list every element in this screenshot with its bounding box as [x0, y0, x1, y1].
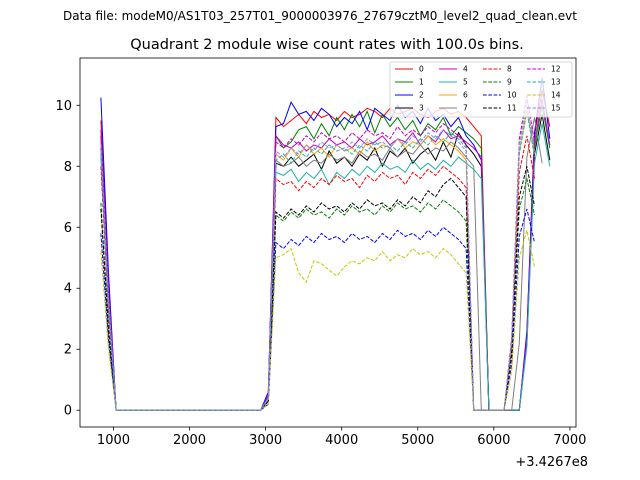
- x-offset-label: +3.4267e8: [515, 455, 588, 470]
- y-tick-label: 8: [64, 160, 72, 175]
- x-tick-label: 6000: [477, 433, 510, 448]
- legend-label-1: 1: [419, 78, 424, 87]
- figure-suptitle: Data file: modeM0/AS1T03_257T01_90000039…: [63, 9, 577, 23]
- series-line-8: [100, 135, 535, 411]
- x-tick-label: 3000: [249, 433, 282, 448]
- legend-label-4: 4: [463, 65, 468, 74]
- series-line-4: [100, 99, 551, 411]
- legend-label-9: 9: [507, 78, 512, 87]
- x-tick-label: 2000: [173, 433, 206, 448]
- legend-box: [389, 61, 573, 118]
- legend-label-0: 0: [419, 65, 424, 74]
- legend-label-7: 7: [463, 104, 468, 113]
- series-line-0: [100, 89, 551, 411]
- series-group: [100, 77, 551, 411]
- legend-label-2: 2: [419, 91, 424, 100]
- series-line-2: [100, 77, 551, 411]
- x-tick-label: 5000: [401, 433, 434, 448]
- plot-area: 1000 2000 3000 4000 5000 6000 7000024681001234…: [55, 57, 586, 448]
- series-line-15: [100, 102, 535, 411]
- y-tick-label: 6: [64, 221, 72, 236]
- legend-label-5: 5: [463, 78, 468, 87]
- legend-label-11: 11: [507, 104, 517, 113]
- legend-label-13: 13: [551, 78, 561, 87]
- legend-label-15: 15: [551, 104, 561, 113]
- legend-label-10: 10: [507, 91, 517, 100]
- series-line-9: [100, 178, 535, 411]
- series-line-1: [100, 105, 551, 411]
- x-tick-label: 7000: [553, 433, 586, 448]
- series-line-13: [100, 111, 535, 411]
- y-tick-label: 4: [64, 282, 72, 297]
- series-line-14: [100, 230, 535, 411]
- legend-label-12: 12: [551, 65, 561, 74]
- chart-title: Quadrant 2 module wise count rates with …: [130, 37, 524, 53]
- x-tick-label: 4000: [325, 433, 358, 448]
- y-tick-label: 10: [55, 99, 72, 114]
- x-tick-label: 1000: [97, 433, 130, 448]
- y-tick-label: 0: [64, 404, 72, 419]
- legend-label-8: 8: [507, 65, 512, 74]
- y-tick-label: 2: [64, 343, 72, 358]
- legend-label-14: 14: [551, 91, 561, 100]
- legend-label-3: 3: [419, 104, 424, 113]
- series-line-10: [100, 208, 535, 411]
- axes-frame: [79, 57, 577, 428]
- series-line-11: [100, 166, 535, 411]
- legend-label-6: 6: [463, 91, 468, 100]
